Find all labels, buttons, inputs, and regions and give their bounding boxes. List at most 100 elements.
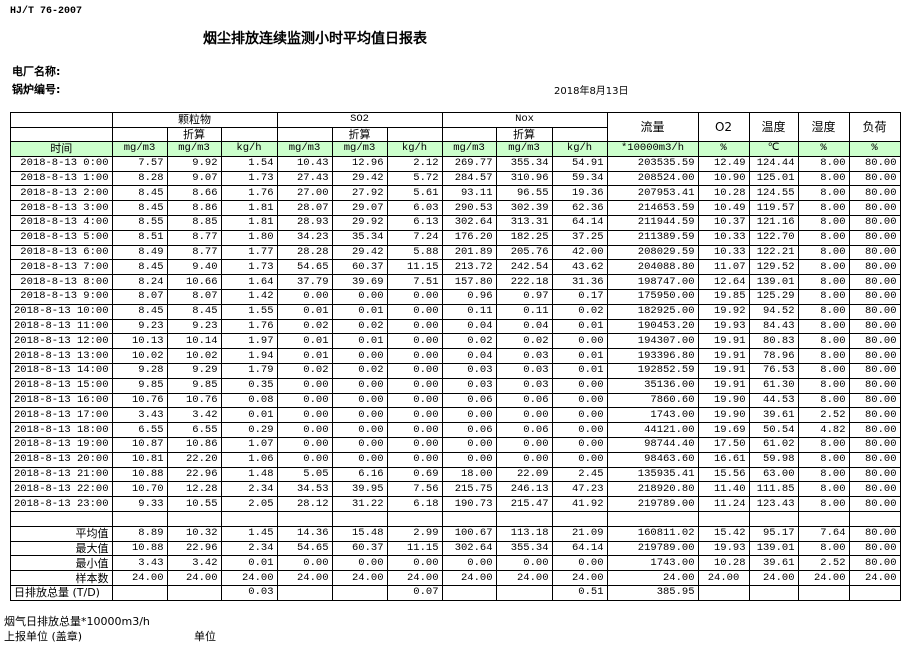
boiler-number-label: 锅炉编号:	[12, 83, 61, 96]
value-cell: 284.57	[441, 170, 497, 187]
unit-cell: %	[797, 141, 850, 157]
header-so2: SO2	[276, 112, 443, 128]
stats-row: 样本数 24.00 24.00 24.00 24.00 24.00 24.00 24.00 24…	[10, 570, 901, 586]
value-cell: 8.00	[797, 229, 850, 246]
value-cell: 3.42	[166, 555, 222, 572]
value-cell: 8.00	[797, 496, 850, 512]
value-cell: 0.17	[551, 288, 608, 305]
value-cell: 24.00	[551, 570, 608, 586]
empty-cell	[331, 510, 388, 527]
value-cell: 80.00	[848, 377, 901, 394]
value-cell: 96.55	[495, 185, 553, 202]
value-cell: 139.01	[748, 274, 799, 290]
unit-cell: *10000m3/h	[606, 141, 699, 157]
stats-row: 日排放总量 (T/D) 0.03 0.07 0.51 385.95	[10, 584, 901, 601]
value-cell: 54.91	[551, 155, 608, 172]
header-blank	[111, 126, 168, 142]
time-cell: 2018-8-13 19:00	[10, 436, 113, 453]
time-cell: 2018-8-13 13:00	[10, 348, 113, 364]
value-cell: 60.37	[331, 259, 388, 276]
value-cell: 8.45	[166, 303, 222, 320]
value-cell: 8.00	[797, 185, 850, 202]
value-cell: 35136.00	[606, 377, 699, 394]
value-cell: 22.96	[166, 466, 222, 483]
value-cell: 1.76	[220, 185, 278, 202]
value-cell: 0.00	[276, 407, 333, 424]
value-cell: 2.34	[220, 540, 278, 557]
value-cell: 0.00	[551, 407, 608, 424]
value-cell: 0.00	[386, 451, 443, 468]
header-humidity: 湿度	[797, 112, 850, 142]
value-cell	[441, 584, 497, 601]
time-cell: 2018-8-13 12:00	[10, 333, 113, 350]
unit-cell: %	[697, 141, 750, 157]
value-cell: 19.90	[697, 392, 750, 409]
value-cell: 1.94	[220, 348, 278, 364]
value-cell: 64.14	[551, 214, 608, 231]
value-cell: 0.02	[276, 362, 333, 379]
value-cell: 60.37	[331, 540, 388, 557]
header-o2: O2	[697, 112, 750, 142]
value-cell: 6.55	[111, 422, 168, 438]
value-cell: 8.00	[797, 377, 850, 394]
value-cell: 129.52	[748, 259, 799, 276]
value-cell: 8.24	[111, 274, 168, 290]
value-cell: 31.36	[551, 274, 608, 290]
hourly-report-table: 颗粒物 SO2 Nox 流量 O2 温度 湿度 负荷 折算 折算 折算 时间 mg…	[10, 112, 901, 601]
value-cell: 0.00	[386, 362, 443, 379]
value-cell: 7.64	[797, 525, 850, 542]
header-row-converted: 折算 折算 折算	[10, 126, 901, 142]
value-cell	[797, 584, 850, 601]
time-cell: 2018-8-13 1:00	[10, 170, 113, 187]
value-cell: 190.73	[441, 496, 497, 512]
unit-cell: kg/h	[551, 141, 608, 157]
value-cell: 8.89	[111, 525, 168, 542]
empty-cell	[220, 510, 278, 527]
empty-cell	[386, 510, 443, 527]
value-cell: 269.77	[441, 155, 497, 172]
value-cell: 218920.80	[606, 481, 699, 498]
value-cell: 80.83	[748, 333, 799, 350]
value-cell: 1743.00	[606, 555, 699, 572]
table-row: 2018-8-13 12:00 10.13 10.14 1.97 0.01 0.01 0.0…	[10, 333, 901, 350]
stats-row: 平均值 8.89 10.32 1.45 14.36 15.48 2.99 100.67 113.…	[10, 525, 901, 542]
value-cell: 27.43	[276, 170, 333, 187]
header-blank	[551, 126, 608, 142]
value-cell: 1.73	[220, 259, 278, 276]
value-cell: 8.00	[797, 259, 850, 276]
time-cell: 2018-8-13 5:00	[10, 229, 113, 246]
value-cell: 8.77	[166, 229, 222, 246]
report-date: 2018年8月13日	[554, 86, 629, 97]
value-cell: 135935.41	[606, 466, 699, 483]
time-cell: 2018-8-13 10:00	[10, 303, 113, 320]
value-cell: 0.03	[495, 377, 553, 394]
value-cell: 124.44	[748, 155, 799, 172]
value-cell: 1.81	[220, 200, 278, 216]
value-cell: 95.17	[748, 525, 799, 542]
empty-cell	[606, 510, 699, 527]
value-cell: 7.56	[386, 481, 443, 498]
value-cell: 0.00	[386, 288, 443, 305]
time-header: 时间	[10, 141, 113, 157]
value-cell: 0.00	[276, 377, 333, 394]
stats-row: 最小值 3.43 3.42 0.01 0.00 0.00 0.00 0.00 0.00 0.00 1…	[10, 555, 901, 572]
value-cell: 62.36	[551, 200, 608, 216]
value-cell: 0.00	[441, 407, 497, 424]
value-cell: 201.89	[441, 244, 497, 261]
value-cell: 9.23	[111, 318, 168, 335]
value-cell: 9.85	[111, 377, 168, 394]
value-cell: 0.02	[495, 333, 553, 350]
value-cell	[848, 584, 901, 601]
value-cell: 5.88	[386, 244, 443, 261]
value-cell: 0.00	[495, 436, 553, 453]
value-cell: 0.11	[441, 303, 497, 320]
value-cell: 9.33	[111, 496, 168, 512]
value-cell: 24.00	[331, 570, 388, 586]
time-cell: 2018-8-13 17:00	[10, 407, 113, 424]
value-cell: 80.00	[848, 170, 901, 187]
value-cell: 19.69	[697, 422, 750, 438]
value-cell: 8.07	[166, 288, 222, 305]
value-cell: 80.00	[848, 392, 901, 409]
value-cell: 10.90	[697, 170, 750, 187]
value-cell: 80.00	[848, 214, 901, 231]
